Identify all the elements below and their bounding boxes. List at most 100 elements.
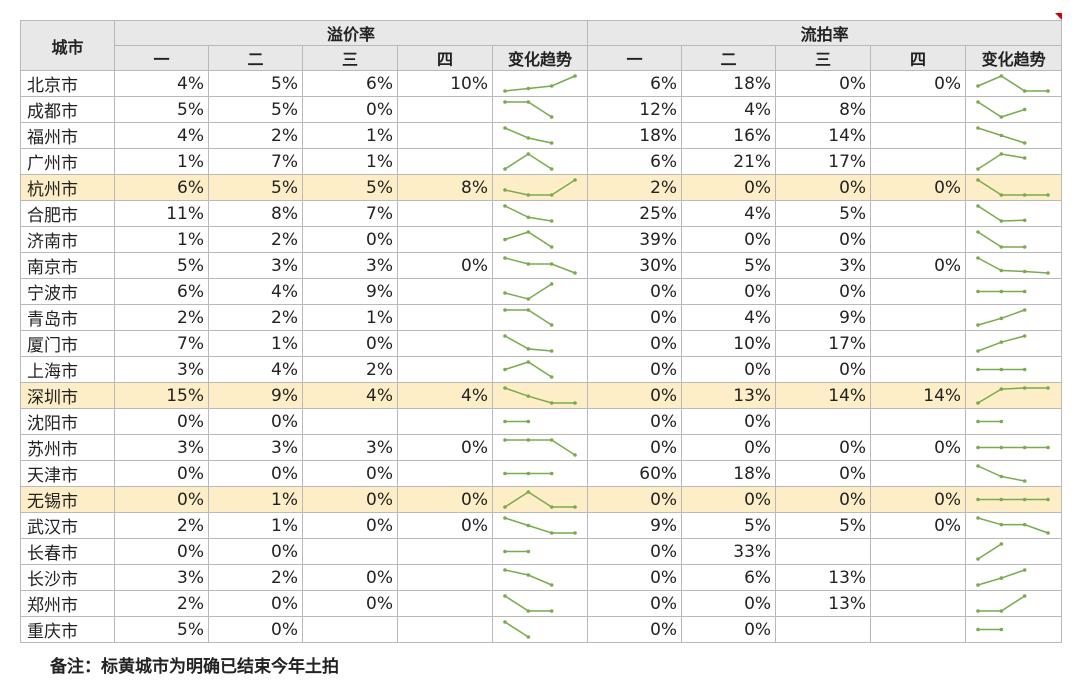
city-cell: 南京市 (20, 252, 115, 279)
trend-point (976, 516, 980, 520)
premium-trend-cell (491, 148, 589, 175)
trend-point (1022, 218, 1027, 223)
city-cell: 济南市 (20, 226, 115, 253)
premium-q3-cell: 6% (302, 70, 398, 97)
failed-sparkline (976, 204, 1027, 223)
failed-trend-cell (965, 538, 1063, 565)
trend-point (503, 167, 507, 171)
trend-line (504, 153, 553, 170)
trend-line (504, 283, 553, 300)
failed-sparkline (976, 445, 1050, 450)
failed-q3-cell (775, 408, 872, 435)
premium-q3-cell: 1% (302, 304, 398, 331)
trend-point (976, 204, 980, 208)
premium-q1-cell: 2% (114, 512, 209, 539)
city-cell: 无锡市 (20, 486, 115, 513)
trend-point (503, 89, 507, 93)
failed-sparkline (976, 367, 1027, 372)
trend-point (526, 490, 531, 494)
trend-point (503, 204, 507, 208)
failed-q2-cell: 13% (681, 382, 777, 409)
trend-point (503, 386, 507, 390)
failed-q2-cell: 0% (681, 486, 777, 513)
premium-sparkline (503, 360, 554, 379)
failed-sparkline (976, 256, 1050, 275)
failed-trend-cell (965, 616, 1063, 643)
trend-point (999, 152, 1004, 156)
premium-q4-cell (397, 408, 493, 435)
city-cell: 上海市 (20, 356, 115, 383)
failed-q1-cell: 2% (587, 174, 683, 201)
trend-point (1022, 367, 1027, 372)
trend-point (549, 505, 554, 509)
trend-point (573, 74, 577, 78)
trend-point (999, 316, 1004, 321)
premium-q1-cell: 4% (114, 122, 209, 149)
table-row: 苏州市 3% 3% 3% 0% 0% 0% 0% 0% (20, 434, 1063, 461)
city-cell: 重庆市 (20, 616, 115, 643)
premium-sparkline (503, 204, 554, 223)
failed-q2-cell: 18% (681, 460, 777, 487)
city-cell: 沈阳市 (20, 408, 115, 435)
failed-q2-header: 二 (681, 45, 777, 71)
trend-point (1046, 271, 1050, 275)
failed-q4-cell (870, 304, 967, 331)
trend-point (1022, 141, 1027, 145)
trend-point (999, 193, 1004, 197)
failed-q4-cell: 0% (870, 434, 967, 461)
premium-trend-cell (491, 330, 589, 357)
city-cell: 武汉市 (20, 512, 115, 539)
trend-point (503, 505, 507, 509)
trend-point (999, 268, 1004, 273)
failed-sparkline (976, 419, 1004, 424)
premium-sparkline (503, 74, 577, 93)
trend-point (976, 100, 980, 104)
premium-q2-cell: 7% (208, 148, 303, 175)
premium-q3-cell: 1% (302, 122, 398, 149)
premium-q3-cell: 0% (302, 460, 398, 487)
premium-trend-cell (491, 382, 589, 409)
trend-line (504, 387, 575, 404)
premium-q2-cell: 8% (208, 200, 303, 227)
trend-line (977, 387, 1049, 404)
premium-q4-header: 四 (397, 45, 493, 71)
trend-point (526, 438, 531, 442)
trend-point (503, 620, 507, 624)
premium-sparkline (503, 256, 577, 275)
failed-q2-cell: 5% (681, 512, 777, 539)
trend-point (1022, 89, 1027, 93)
trend-point (976, 557, 980, 561)
city-cell: 合肥市 (20, 200, 115, 227)
premium-sparkline (503, 386, 577, 405)
failed-trend-cell (965, 174, 1063, 201)
failed-q1-cell: 0% (587, 434, 683, 461)
failed-q3-cell: 0% (775, 486, 872, 513)
premium-q3-cell (302, 616, 398, 643)
trend-point (1046, 89, 1050, 93)
failed-q4-cell (870, 122, 967, 149)
failed-q3-cell: 9% (775, 304, 872, 331)
city-column-header: 城市 (20, 20, 115, 71)
premium-trend-header: 变化趋势 (491, 45, 589, 71)
trend-point (999, 289, 1004, 294)
premium-q4-cell: 8% (397, 174, 493, 201)
failed-q3-cell: 14% (775, 122, 872, 149)
failed-q1-cell: 0% (587, 278, 683, 305)
premium-q2-cell: 0% (208, 538, 303, 565)
failed-q3-cell: 17% (775, 148, 872, 175)
trend-point (999, 576, 1004, 580)
premium-q1-cell: 4% (114, 70, 209, 97)
trend-point (999, 445, 1004, 450)
trend-point (573, 453, 577, 457)
failed-sparkline (976, 386, 1050, 405)
trend-point (1022, 334, 1027, 338)
trend-line (977, 101, 1025, 118)
failed-trend-cell (965, 512, 1063, 539)
trend-point (549, 438, 554, 442)
city-cell: 厦门市 (20, 330, 115, 357)
failed-q4-cell (870, 96, 967, 123)
failed-q2-cell: 33% (681, 538, 777, 565)
failed-q3-cell (775, 538, 872, 565)
trend-point (549, 471, 554, 476)
premium-q4-cell: 4% (397, 382, 493, 409)
